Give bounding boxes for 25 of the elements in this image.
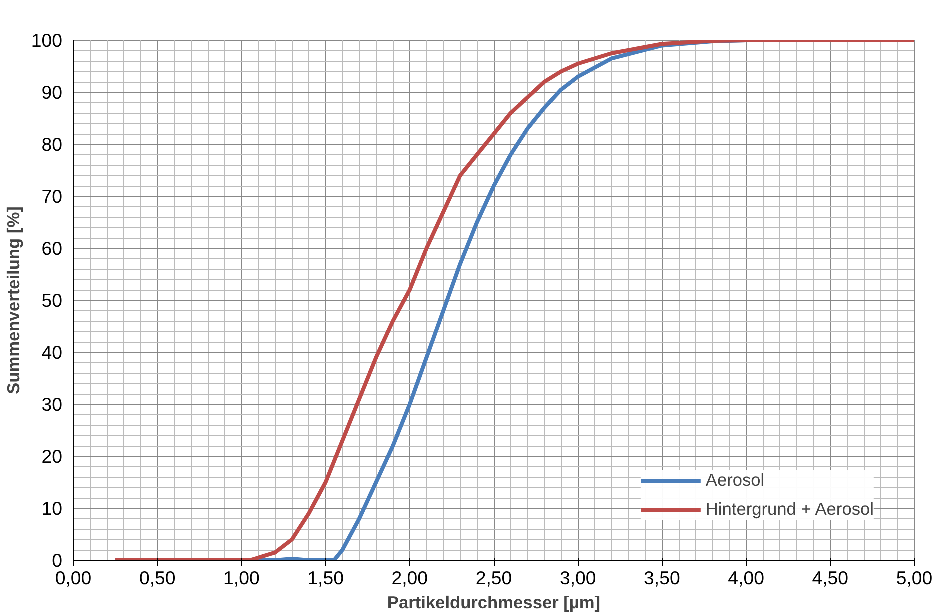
y-tick-label: 90 <box>42 82 63 103</box>
x-tick-label: 3,50 <box>644 568 680 588</box>
y-tick-label: 100 <box>31 30 63 51</box>
y-tick-label: 80 <box>42 134 63 155</box>
x-tick-label: 2,00 <box>392 568 428 588</box>
legend-label: Hintergrund + Aerosol <box>706 499 874 520</box>
y-tick-label: 70 <box>42 186 63 207</box>
x-tick-label: 2,50 <box>476 568 512 588</box>
line-series <box>114 40 914 560</box>
y-tick-label: 60 <box>42 238 63 259</box>
y-tick-label: 40 <box>42 342 63 363</box>
y-tick-label: 30 <box>42 394 63 415</box>
x-tick-label: 1,00 <box>224 568 260 588</box>
x-tick-label: 5,00 <box>896 568 933 588</box>
x-axis-title: Partikeldurchmesser [µm] <box>387 592 601 612</box>
x-tick-label: 0,50 <box>139 568 176 588</box>
x-tick-label: 4,00 <box>728 568 764 588</box>
legend-label: Aerosol <box>706 470 765 491</box>
y-tick-label: 20 <box>42 446 63 467</box>
x-tick-label: 4,50 <box>812 568 849 588</box>
x-tick-label: 3,00 <box>560 568 596 588</box>
x-tick-label: 1,50 <box>308 568 344 588</box>
y-axis-title: Summenverteilung [%] <box>3 206 24 394</box>
y-tick-label: 50 <box>42 290 63 311</box>
y-tick-label: 10 <box>42 498 63 519</box>
